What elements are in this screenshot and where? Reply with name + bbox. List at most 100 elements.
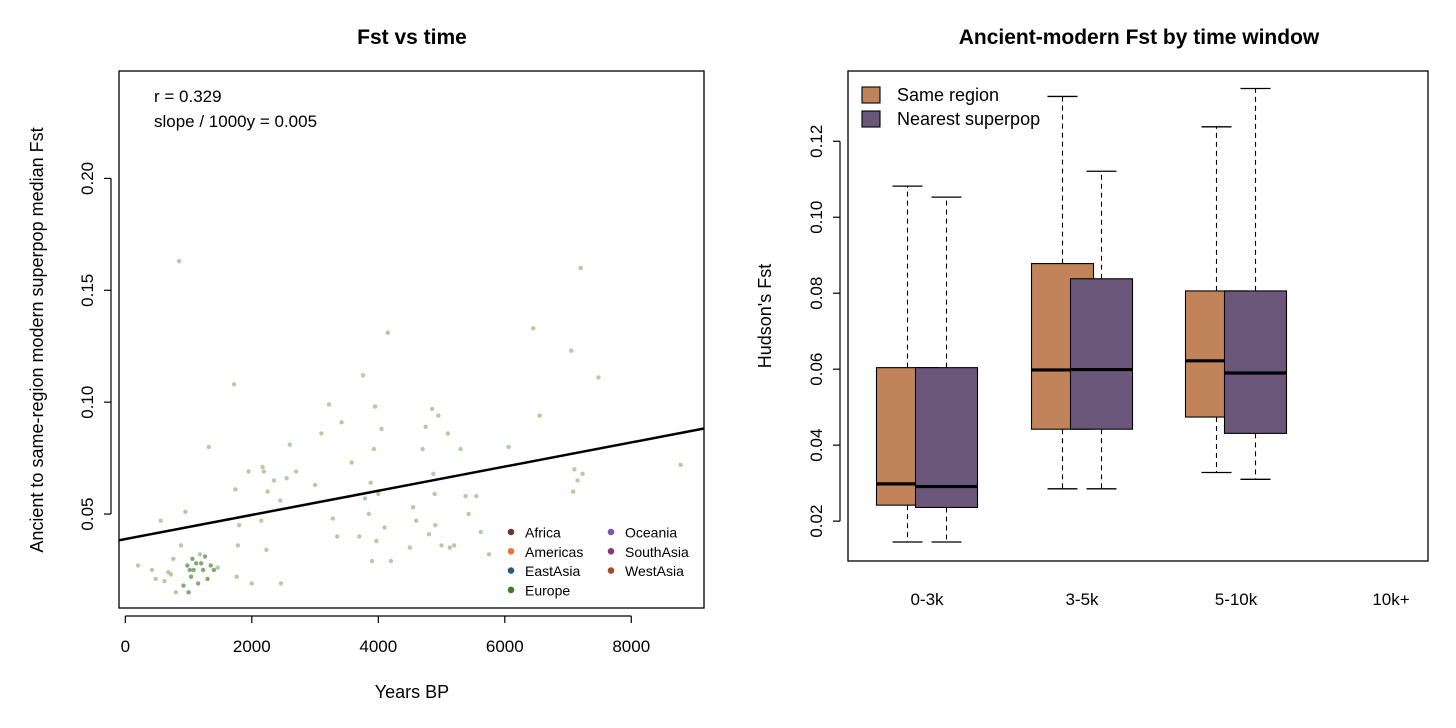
scatter-point (199, 561, 204, 566)
scatter-point (575, 478, 580, 483)
boxplot-title: Ancient-modern Fst by time window (959, 26, 1320, 49)
scatter-point (445, 431, 451, 436)
scatter-point (580, 471, 585, 476)
legend-label-eastasia: EastAsia (525, 563, 580, 579)
scatter-point (382, 525, 387, 530)
scatter-point (478, 529, 483, 535)
scatter-point (376, 491, 381, 497)
scatter-point (379, 426, 384, 432)
scatter-y-tick-label: 0.20 (78, 162, 97, 195)
scatter-point (432, 491, 437, 497)
box-nearest-superpop-0-3k (914, 367, 979, 508)
scatter-point (410, 505, 416, 510)
category-label: 5-10k (1215, 590, 1258, 609)
scatter-point (234, 574, 239, 579)
scatter-point (423, 424, 428, 429)
scatter-point (366, 511, 371, 517)
scatter-point (330, 516, 335, 521)
boxplot-y-axis: 0.02 0.04 0.06 0.08 0.10 0.12 (807, 125, 841, 538)
scatter-point (168, 572, 174, 577)
scatter-point (357, 534, 362, 539)
scatter-point (426, 532, 432, 537)
scatter-point (153, 576, 158, 582)
scatter-point (439, 543, 444, 548)
scatter-point (231, 382, 237, 387)
scatter-point (447, 545, 452, 550)
scatter-point (572, 467, 577, 472)
boxplot-y-tick-label: 0.06 (807, 353, 826, 386)
scatter-plot-frame (118, 70, 705, 609)
scatter-point (569, 348, 574, 353)
legend-marker-europe (507, 586, 515, 594)
boxplot-panel: Ancient-modern Fst by time window 0-3k 3-… (755, 26, 1429, 609)
scatter-point (596, 375, 601, 380)
scatter-x-axis: 0 2000 4000 6000 8000 (121, 615, 650, 656)
boxplot-plot-frame (847, 70, 1429, 562)
scatter-point (260, 464, 265, 470)
scatter-point (463, 493, 468, 499)
category-label: 3-5k (1065, 590, 1099, 609)
category-label: 10k+ (1372, 590, 1409, 609)
scatter-point (335, 534, 340, 539)
scatter-point (237, 523, 242, 528)
scatter-point (678, 462, 683, 467)
scatter-point (458, 446, 463, 452)
legend-label-europe: Europe (525, 582, 570, 598)
boxplot-x-axis: 0-3k 3-5k 5-10k 10k+ (910, 590, 1409, 609)
box-nearest-superpop-5-10k (1223, 290, 1288, 434)
scatter-point (339, 420, 344, 425)
scatter-panel: Fst vs time r = 0.329 slope / 1000y = 0.… (27, 26, 705, 702)
boxplot-y-tick-label: 0.02 (807, 505, 826, 538)
scatter-y-axis: 0.05 0.10 0.15 0.20 (78, 162, 112, 531)
scatter-point (371, 446, 377, 452)
boxplot-y-tick-label: 0.04 (807, 429, 826, 462)
scatter-point (233, 487, 238, 492)
scatter-points (135, 259, 683, 595)
scatter-x-tick-label: 4000 (359, 637, 397, 656)
scatter-point (407, 545, 413, 550)
scatter-point (433, 523, 438, 528)
scatter-point (188, 574, 194, 579)
scatter-point (197, 552, 203, 557)
scatter-point (431, 471, 436, 476)
legend-marker-southasia (607, 548, 615, 555)
scatter-point (326, 402, 332, 407)
scatter-point (202, 554, 208, 559)
scatter-title: Fst vs time (357, 26, 467, 49)
scatter-point (570, 489, 576, 494)
scatter-x-label: Years BP (375, 682, 449, 702)
scatter-point (385, 330, 390, 335)
scatter-point (190, 556, 195, 561)
scatter-point (171, 556, 176, 561)
legend-label-westasia: WestAsia (625, 563, 684, 579)
scatter-y-tick-label: 0.15 (78, 274, 97, 307)
scatter-point (287, 442, 292, 447)
regression-line (118, 427, 705, 542)
scatter-point (261, 469, 266, 474)
scatter-point (312, 482, 318, 488)
scatter-point (436, 413, 441, 418)
scatter-x-tick-label: 8000 (612, 637, 650, 656)
boxplot-y-tick-label: 0.10 (807, 201, 826, 234)
scatter-point (195, 581, 201, 586)
boxplot-y-tick-label: 0.08 (807, 277, 826, 310)
scatter-point (178, 543, 184, 548)
scatter-point (194, 561, 199, 566)
box-nearest-superpop-3-5k (1069, 278, 1134, 430)
scatter-point (537, 413, 542, 418)
scatter-point (368, 480, 373, 485)
scatter-point (414, 518, 419, 523)
scatter-point (362, 496, 368, 501)
scatter-point (215, 565, 220, 570)
legend-label-nearest-superpop: Nearest superpop (897, 109, 1040, 129)
legend-marker-westasia (607, 567, 615, 574)
scatter-point (185, 563, 190, 568)
scatter-point (158, 518, 163, 523)
scatter-point (206, 444, 211, 450)
scatter-point (506, 444, 511, 450)
scatter-point (486, 552, 492, 557)
scatter-point (259, 518, 264, 523)
scatter-point (186, 590, 191, 595)
category-label: 0-3k (910, 590, 944, 609)
